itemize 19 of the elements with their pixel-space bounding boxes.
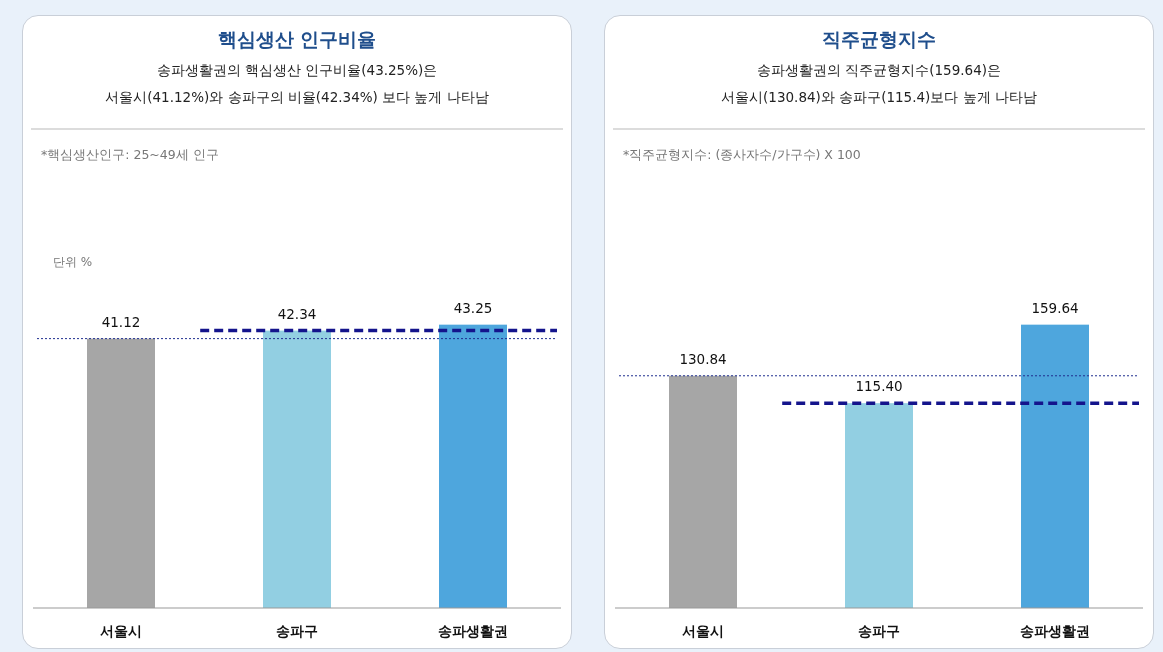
chart-subtitle: 송파생활권의 직주균형지수(159.64)은 서울시(130.84)와 송파구(115.4)보다 높게 나타남 (721, 62, 1037, 105)
chart-title: 직주균형지수 (822, 28, 936, 50)
x-tick-label: 송파생활권 (1020, 623, 1090, 639)
data-label: 43.25 (453, 299, 493, 316)
text: 단위 % (53, 255, 93, 269)
x-tick-label: 송파구 (276, 623, 318, 639)
data-label: 41.12 (101, 313, 141, 330)
chart-subtitle: 송파생활권의 핵심생산 인구비율(43.25%)은 서울시(41.12%)와 송파구의 비율(42.34%) 보다 높게 나타남 (105, 62, 489, 105)
x-tick-label: 송파구 (858, 623, 900, 639)
text: *직주균형지수: (종사자수/가구수) X 100 (623, 147, 861, 162)
data-label: 115.40 (855, 378, 903, 395)
x-tick-label: 서울시 (100, 623, 142, 639)
data-label: 159.64 (1031, 299, 1079, 316)
text: *핵심생산인구: 25~49세 인구 (41, 147, 219, 162)
data-label: 130.84 (679, 350, 727, 367)
x-tick-label: 송파생활권 (438, 623, 508, 639)
chart-title: 핵심생산 인구비율 (217, 28, 377, 50)
x-tick-label: 서울시 (682, 623, 724, 639)
data-label: 42.34 (277, 305, 317, 322)
